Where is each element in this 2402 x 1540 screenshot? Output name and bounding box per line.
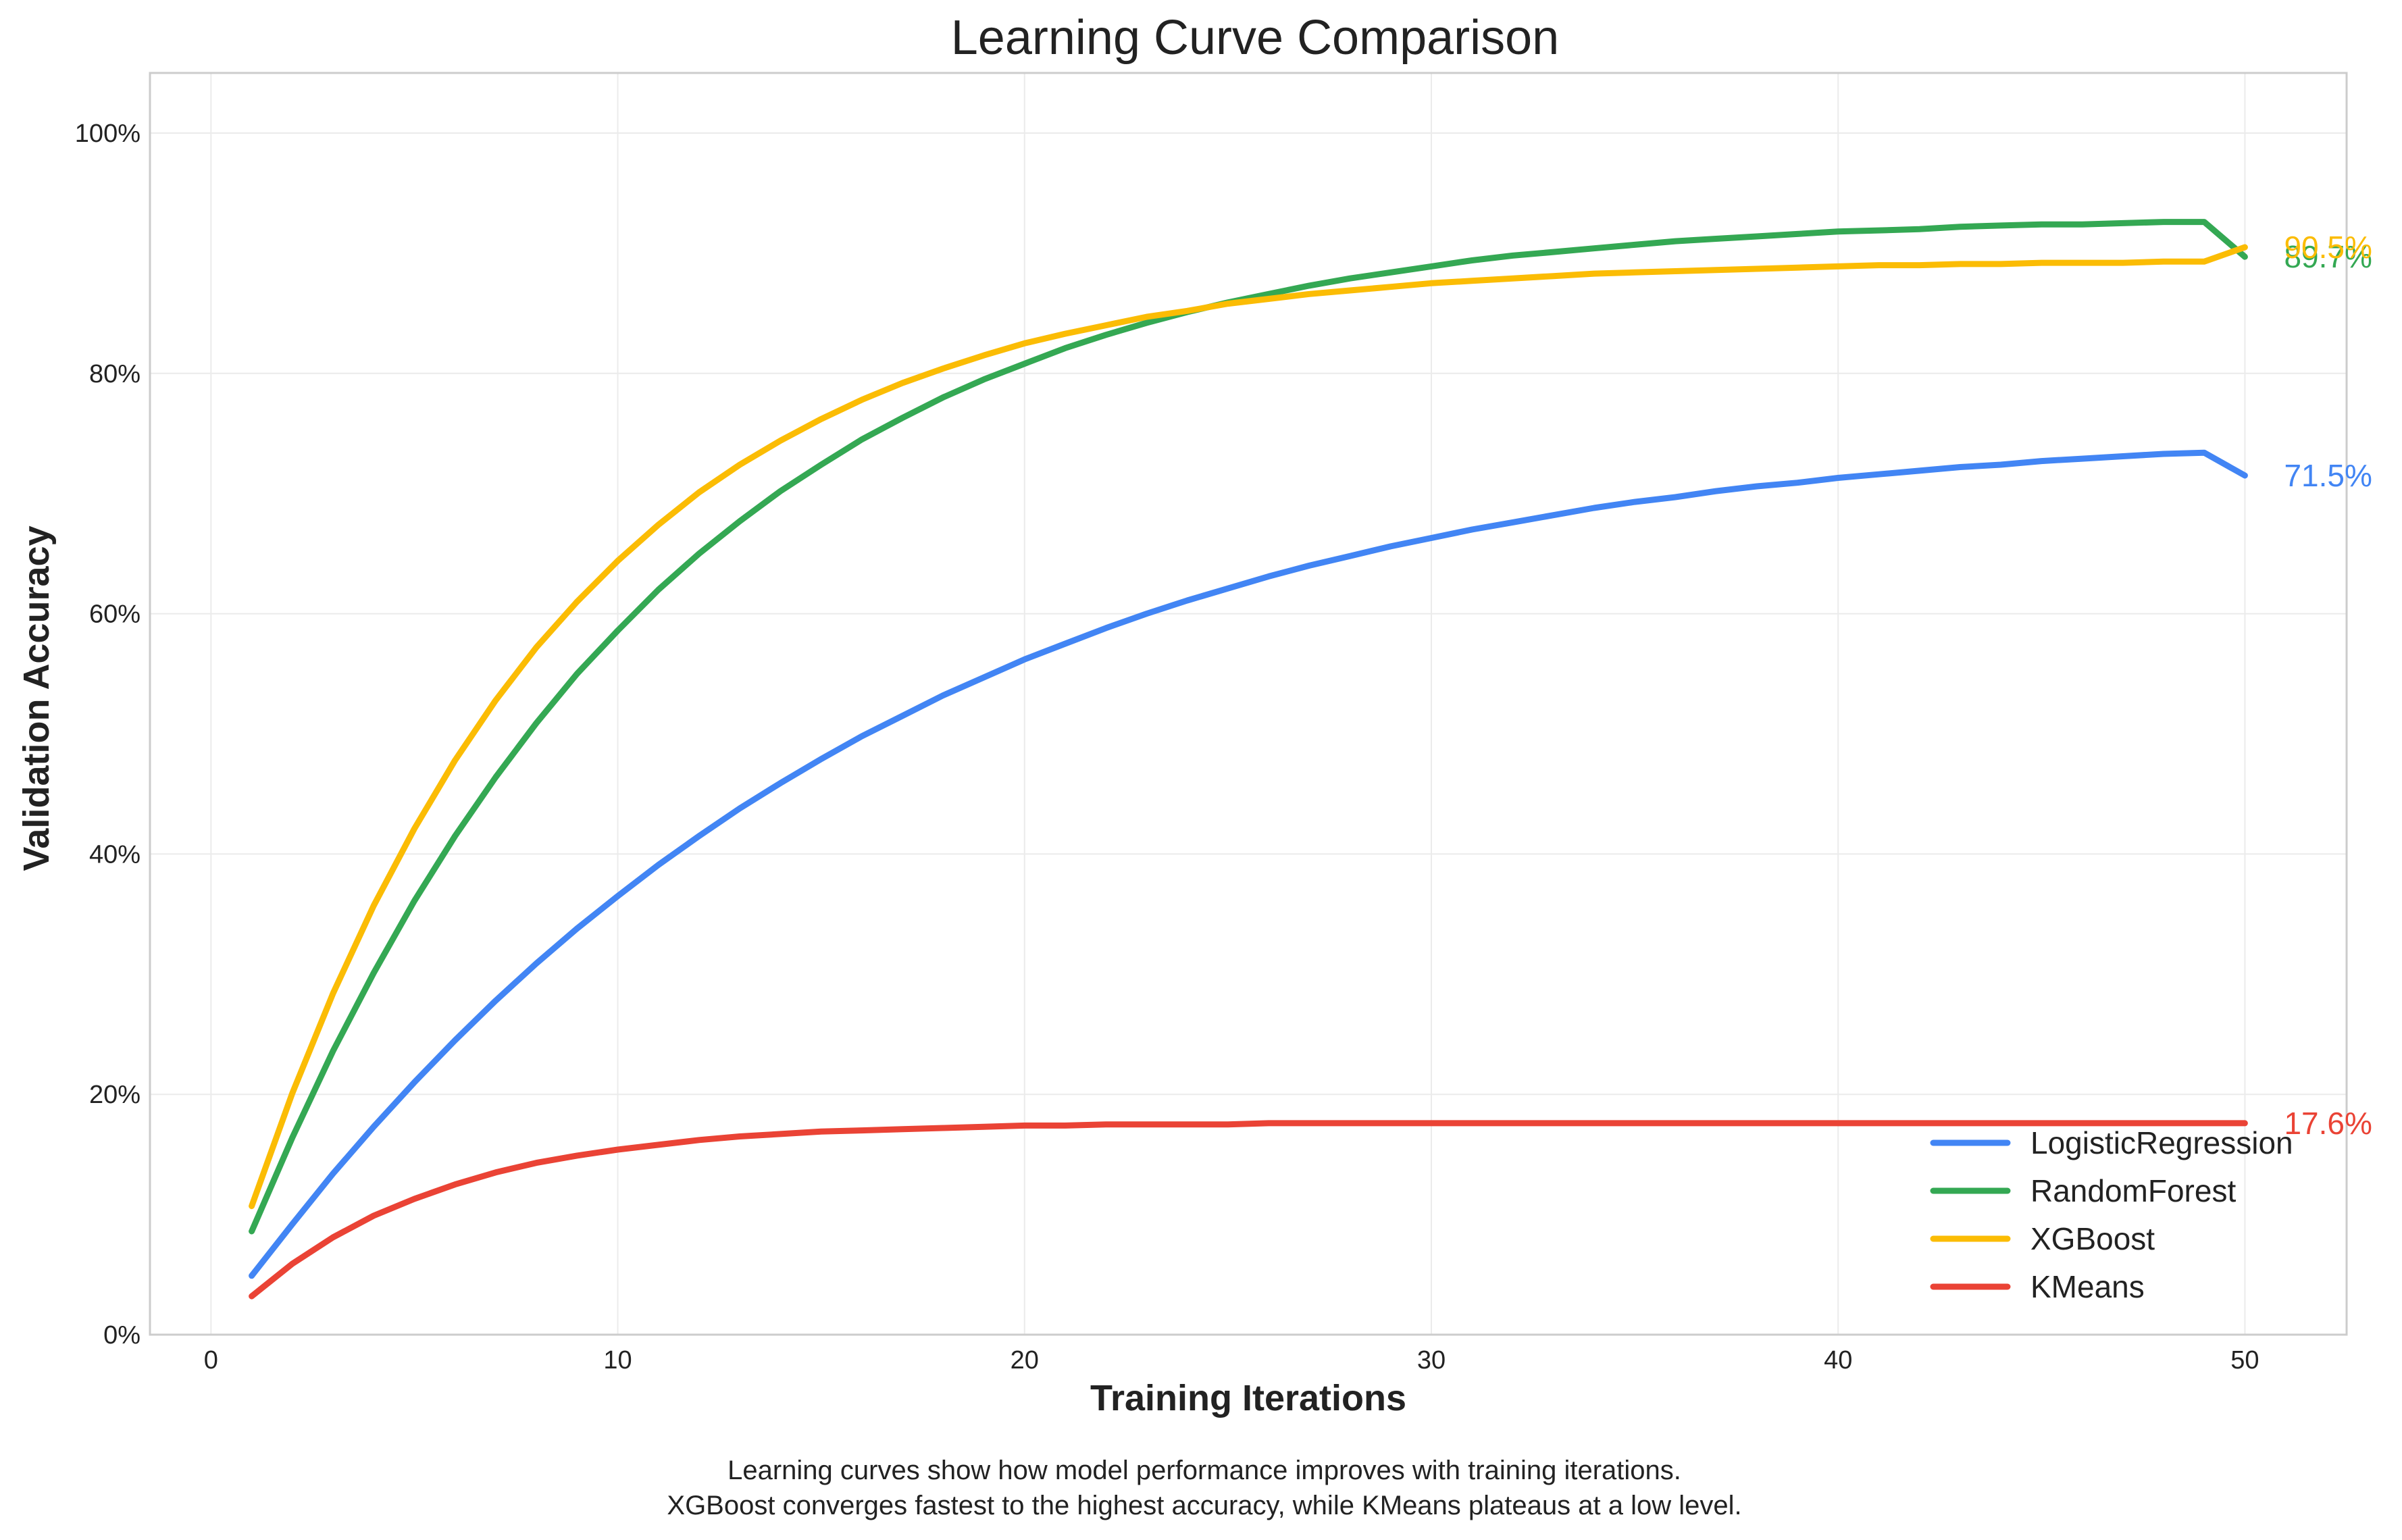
end-labels: 71.5% 89.7%90.5% 17.6% bbox=[2284, 230, 2372, 1141]
series-line-kmeans bbox=[249, 1120, 2248, 1300]
x-tick-label: 50 bbox=[2230, 1346, 2259, 1375]
series-lines bbox=[249, 219, 2248, 1300]
x-tick-label: 30 bbox=[1417, 1346, 1446, 1375]
x-tick-label: 0 bbox=[204, 1346, 218, 1375]
end-label-logisticregression: 71.5% bbox=[2284, 458, 2372, 493]
end-label-kmeans: 17.6% bbox=[2284, 1106, 2372, 1141]
y-tick-label: 100% bbox=[75, 120, 140, 148]
y-tick-label: 0% bbox=[103, 1321, 140, 1350]
y-tick-label: 60% bbox=[89, 600, 140, 629]
x-tick-label: 20 bbox=[1011, 1346, 1039, 1375]
y-tick-label: 80% bbox=[89, 360, 140, 388]
end-label-xgboost: 90.5% bbox=[2284, 230, 2372, 265]
end-label-randomforest: 89.7% bbox=[2284, 239, 2372, 274]
series-line-logisticregression bbox=[249, 449, 2248, 1279]
legend-label-xgboost: XGBoost bbox=[2030, 1221, 2155, 1256]
x-tick-label: 40 bbox=[1824, 1346, 1852, 1375]
axis-ticks: 0 10 20 30 40 50 0% 20% 40% 60% 80% 100% bbox=[75, 120, 2259, 1375]
legend: LogisticRegression RandomForest XGBoost KMe… bbox=[1930, 1125, 2293, 1304]
y-tick-label: 40% bbox=[89, 840, 140, 869]
plot-frame bbox=[149, 72, 2348, 1336]
x-tick-label: 10 bbox=[603, 1346, 632, 1375]
legend-label-logisticregression: LogisticRegression bbox=[2030, 1125, 2293, 1160]
x-axis-label: Training Iterations bbox=[1090, 1378, 1406, 1418]
series-line-xgboost bbox=[249, 244, 2248, 1210]
caption-line-2: XGBoost converges fastest to the highest… bbox=[667, 1491, 1741, 1520]
chart-title: Learning Curve Comparison bbox=[951, 11, 1559, 65]
legend-label-randomforest: RandomForest bbox=[2030, 1173, 2236, 1208]
caption-line-1: Learning curves show how model performan… bbox=[727, 1456, 1681, 1485]
y-axis-label: Validation Accuracy bbox=[16, 525, 57, 871]
y-tick-label: 20% bbox=[89, 1081, 140, 1109]
legend-label-kmeans: KMeans bbox=[2030, 1269, 2145, 1304]
